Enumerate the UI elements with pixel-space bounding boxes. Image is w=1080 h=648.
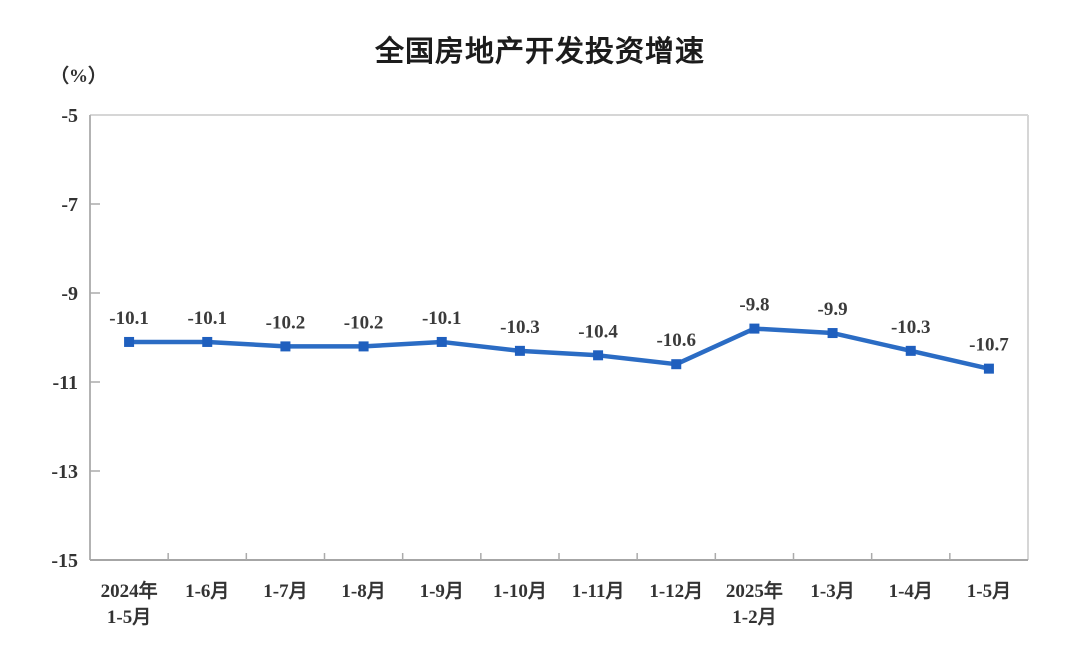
- data-point-label: -10.7: [969, 335, 1009, 356]
- data-point-label: -10.1: [422, 308, 462, 329]
- x-tick-label: 1-7月: [263, 581, 307, 602]
- data-point-marker: [749, 323, 760, 334]
- data-point-marker: [593, 350, 604, 361]
- data-point-label: -9.8: [739, 295, 769, 316]
- x-tick-label: 1-3月: [810, 581, 854, 602]
- data-point-label: -10.2: [266, 312, 306, 333]
- data-point-marker: [280, 341, 291, 352]
- x-tick-label: 1-6月: [185, 581, 229, 602]
- x-tick-label: 1-8月: [341, 581, 385, 602]
- data-point-marker: [827, 328, 838, 339]
- data-point-label: -10.3: [891, 317, 931, 338]
- data-point-label: -10.1: [187, 308, 227, 329]
- data-point-marker: [202, 336, 213, 347]
- y-tick-label: -11: [52, 372, 78, 394]
- y-tick-label: -9: [61, 283, 78, 305]
- y-tick-label: -5: [61, 105, 78, 127]
- y-tick-label: -7: [61, 194, 78, 216]
- data-point-label: -10.3: [500, 317, 540, 338]
- x-tick-label: 2024年: [101, 579, 158, 602]
- data-point-marker: [514, 345, 525, 356]
- x-tick-label: 1-4月: [889, 581, 933, 602]
- data-point-label: -9.9: [818, 299, 848, 320]
- x-tick-label: 1-9月: [420, 581, 464, 602]
- data-point-label: -10.6: [656, 330, 696, 351]
- x-tick-label: 1-2月: [732, 607, 776, 628]
- data-point-label: -10.2: [344, 312, 384, 333]
- x-tick-label: 1-12月: [649, 581, 703, 602]
- chart-title: 全国房地产开发投资增速: [374, 36, 705, 68]
- x-tick-label: 1-5月: [107, 607, 151, 628]
- data-point-label: -10.4: [578, 321, 618, 342]
- data-point-marker: [905, 345, 916, 356]
- y-tick-label: -13: [51, 461, 78, 483]
- x-tick-label: 1-11月: [572, 581, 625, 602]
- data-point-label: -10.1: [109, 308, 149, 329]
- y-axis-unit-label: （%）: [50, 66, 108, 87]
- y-tick-label: -15: [51, 550, 78, 572]
- data-point-marker: [358, 341, 369, 352]
- data-point-marker: [436, 336, 447, 347]
- data-point-marker: [671, 359, 682, 370]
- x-tick-label: 1-5月: [967, 581, 1011, 602]
- data-line-series: [126, 326, 992, 371]
- x-tick-label: 2025年: [726, 579, 783, 602]
- data-point-marker: [124, 336, 135, 347]
- x-tick-label: 1-10月: [493, 581, 547, 602]
- data-point-marker: [983, 363, 994, 374]
